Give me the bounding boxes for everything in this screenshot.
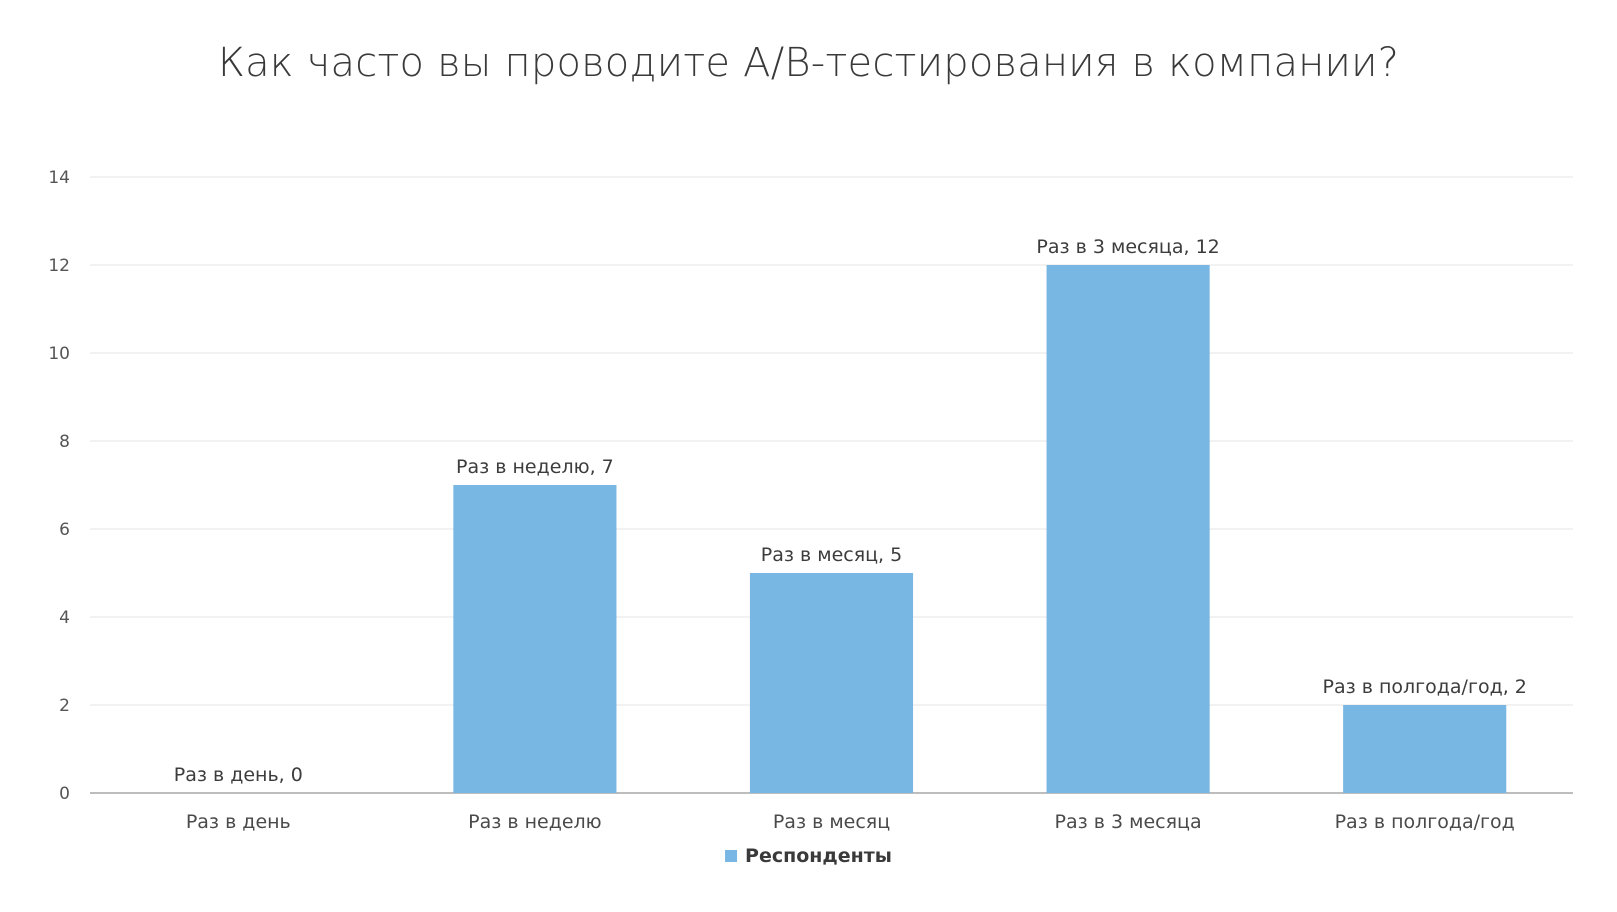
x-tick-label: Раз в неделю (468, 811, 602, 833)
bar (1046, 265, 1210, 793)
data-label: Раз в неделю, 7 (456, 456, 614, 478)
x-tick-label: Раз в 3 месяца (1055, 811, 1202, 833)
y-tick-label: 4 (59, 608, 70, 628)
legend-label: Респонденты (745, 845, 892, 867)
y-tick-label: 6 (59, 520, 70, 540)
data-label: Раз в 3 месяца, 12 (1036, 236, 1219, 258)
data-label: Раз в месяц, 5 (761, 544, 902, 566)
bar (1343, 705, 1507, 793)
y-tick-label: 0 (59, 784, 70, 804)
data-label: Раз в полгода/год, 2 (1323, 676, 1527, 698)
y-tick-label: 14 (48, 168, 70, 188)
y-tick-label: 12 (48, 256, 70, 276)
bar (749, 573, 914, 793)
x-tick-label: Раз в день (186, 811, 291, 833)
x-tick-label: Раз в месяц (773, 811, 890, 833)
x-tick-label: Раз в полгода/год (1335, 811, 1515, 833)
y-tick-label: 8 (59, 432, 70, 452)
bar (453, 485, 617, 793)
y-tick-label: 2 (59, 696, 70, 716)
legend-swatch (725, 850, 738, 862)
chart-title: Как часто вы проводите А/В-тестирования … (217, 40, 1400, 86)
data-label: Раз в день, 0 (174, 764, 303, 786)
y-tick-label: 10 (48, 344, 70, 364)
